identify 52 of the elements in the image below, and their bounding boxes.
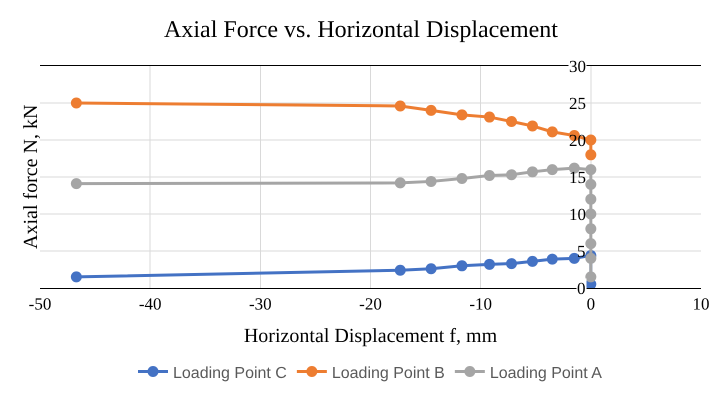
y-tick-label: 10	[569, 205, 586, 224]
y-tick-label: 0	[577, 279, 586, 298]
point	[426, 104, 437, 116]
point	[506, 169, 518, 180]
point	[585, 134, 596, 146]
y-tick-label: 25	[569, 94, 586, 113]
point	[484, 258, 495, 270]
point	[546, 164, 558, 176]
point	[70, 271, 82, 282]
point	[506, 116, 518, 127]
point	[585, 223, 596, 234]
chart-title: Axial Force vs. Horizontal Displacement	[164, 16, 558, 43]
x-axis-title: Horizontal Displacement f, mm	[244, 324, 498, 347]
point	[568, 252, 580, 264]
point	[526, 256, 538, 267]
point	[585, 252, 596, 264]
y-tick-label: 15	[569, 168, 586, 187]
point	[546, 254, 558, 265]
legend-label: Loading Point B	[332, 364, 445, 382]
point	[394, 177, 406, 188]
point	[585, 194, 596, 205]
point	[585, 178, 596, 190]
x-tick-label: -30	[248, 294, 272, 314]
x-tick-label: -20	[359, 294, 382, 314]
legend-label: Loading Point C	[173, 364, 287, 382]
point	[546, 126, 558, 138]
point	[394, 100, 406, 112]
point	[484, 112, 495, 123]
x-tick-label: 10	[692, 294, 710, 314]
point	[394, 264, 406, 276]
point	[585, 238, 596, 250]
point	[456, 172, 468, 184]
point	[456, 260, 468, 272]
point	[70, 98, 82, 108]
point	[456, 109, 468, 120]
point	[585, 271, 596, 282]
point	[585, 208, 596, 220]
y-tick-label: 30	[569, 57, 586, 76]
point	[506, 258, 518, 270]
point	[484, 170, 495, 182]
y-axis-title: Axial force N, kN	[20, 104, 42, 249]
point	[585, 164, 596, 176]
legend-label: Loading Point A	[490, 364, 602, 382]
point	[426, 263, 437, 274]
point	[70, 178, 82, 190]
point	[526, 166, 538, 178]
point	[585, 149, 596, 160]
x-tick-label: -50	[28, 294, 52, 314]
x-tick-label: -40	[138, 294, 162, 314]
point	[426, 176, 437, 187]
x-tick-label: -10	[469, 294, 492, 314]
point	[526, 120, 538, 132]
